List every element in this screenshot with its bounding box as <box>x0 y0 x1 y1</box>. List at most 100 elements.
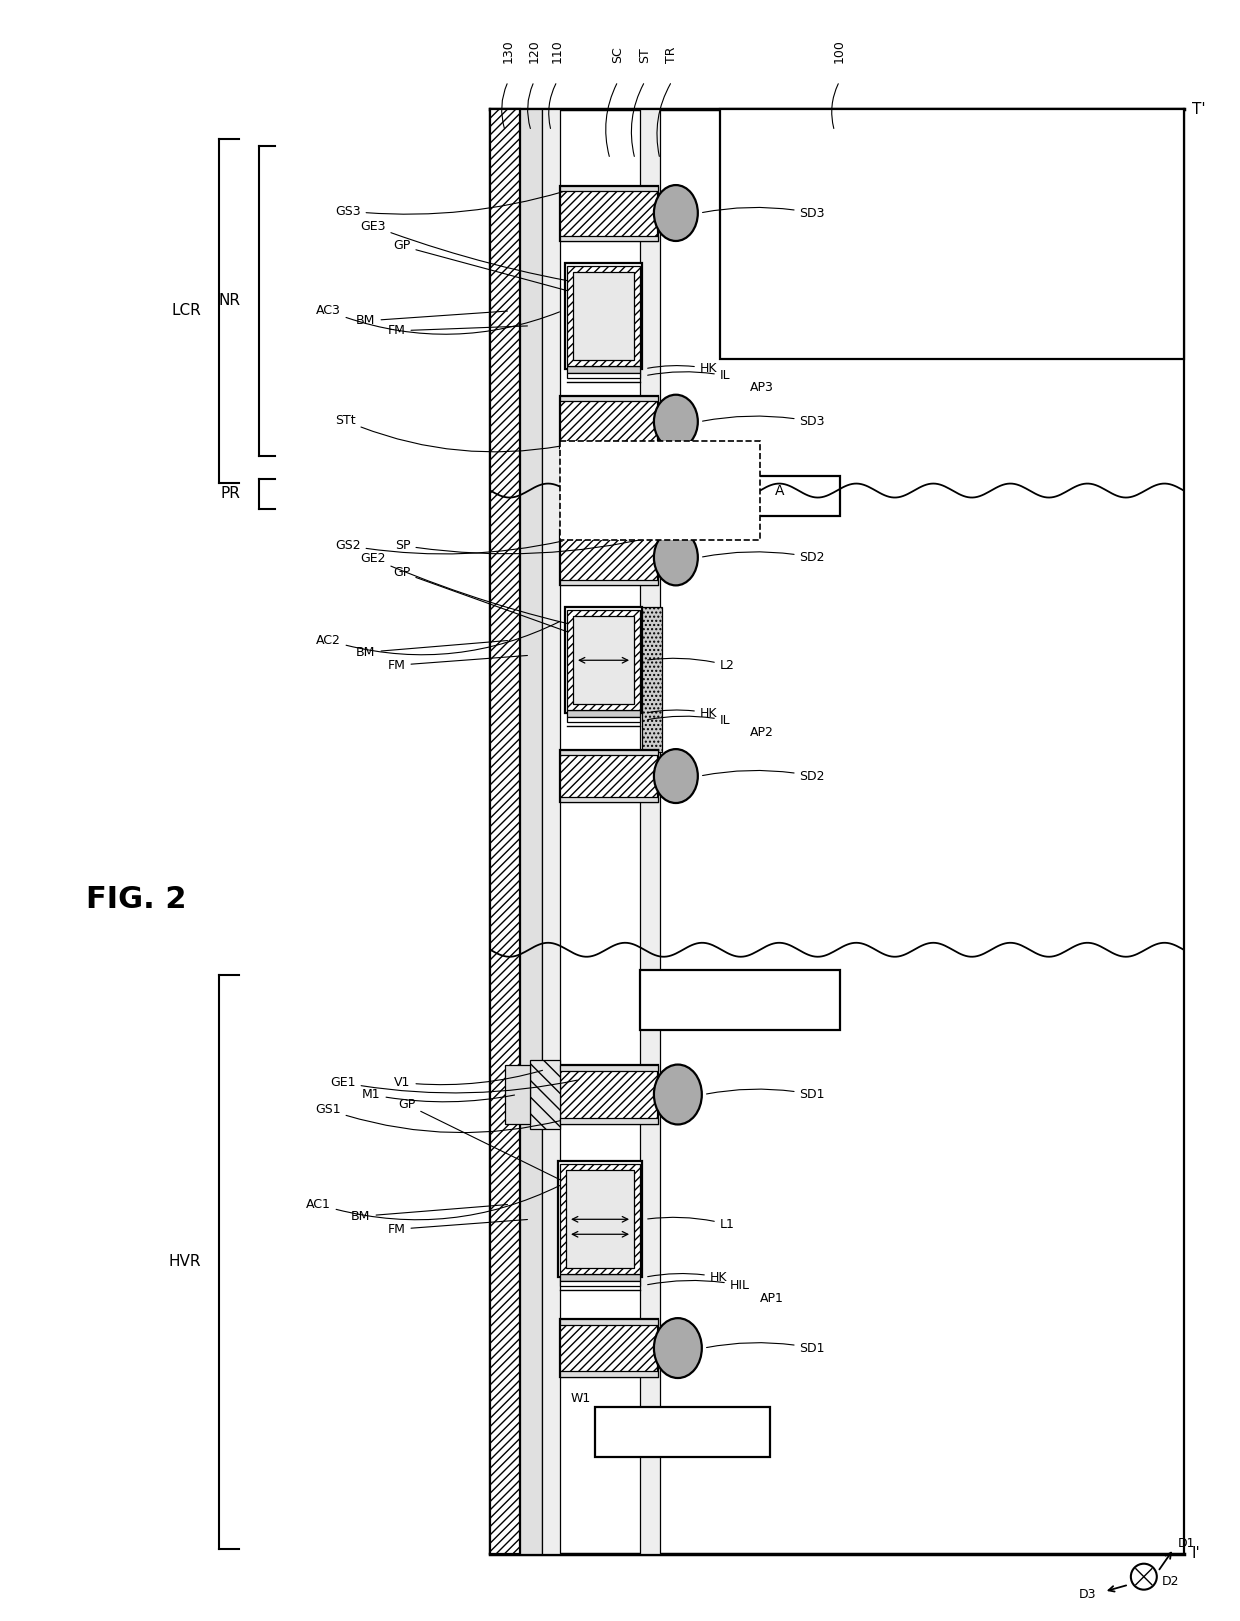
Text: T': T' <box>1192 102 1205 117</box>
Bar <box>640 109 660 1553</box>
Ellipse shape <box>653 1318 702 1378</box>
Bar <box>560 751 658 755</box>
Bar <box>642 608 662 752</box>
Bar <box>567 611 640 710</box>
Bar <box>560 1319 658 1324</box>
Text: IL: IL <box>647 713 730 726</box>
Text: AC3: AC3 <box>316 305 559 334</box>
Text: A: A <box>775 483 784 498</box>
Text: PR: PR <box>221 486 241 501</box>
Text: SD2: SD2 <box>703 770 825 783</box>
Ellipse shape <box>653 530 698 585</box>
Bar <box>567 266 640 366</box>
Bar <box>505 1065 531 1125</box>
Bar <box>573 616 634 704</box>
Bar <box>558 1161 642 1277</box>
Text: 100: 100 <box>833 39 846 63</box>
Bar <box>567 710 640 716</box>
Text: GS2: GS2 <box>335 538 563 554</box>
Text: GS3: GS3 <box>335 191 563 217</box>
Bar <box>640 969 839 1029</box>
Text: M1: M1 <box>362 1088 515 1102</box>
Bar <box>560 237 658 242</box>
Text: FM: FM <box>388 324 527 337</box>
Text: IL: IL <box>647 370 730 383</box>
Text: HK: HK <box>647 361 717 374</box>
Bar <box>560 396 658 400</box>
Bar <box>560 186 658 242</box>
Text: D3: D3 <box>1079 1589 1096 1602</box>
Text: FM: FM <box>388 655 527 671</box>
Text: W1: W1 <box>570 1392 590 1405</box>
Bar <box>560 396 658 447</box>
Text: AP2: AP2 <box>750 726 774 739</box>
Text: SD3: SD3 <box>703 415 825 428</box>
Text: GP: GP <box>398 1097 598 1198</box>
Text: L2: L2 <box>647 658 734 671</box>
Text: STt: STt <box>335 415 560 452</box>
Text: AP3: AP3 <box>750 381 774 394</box>
Text: SD2: SD2 <box>703 551 825 564</box>
Text: BM: BM <box>351 1204 507 1222</box>
Bar <box>640 475 839 515</box>
Bar <box>560 1371 658 1376</box>
Bar <box>560 798 658 802</box>
Bar <box>560 1281 640 1285</box>
Bar <box>560 580 658 585</box>
Text: SC: SC <box>611 47 625 63</box>
Text: HIL: HIL <box>647 1279 750 1292</box>
Bar <box>521 109 542 1553</box>
Bar <box>490 109 521 1553</box>
Text: GP: GP <box>393 566 603 644</box>
Text: 120: 120 <box>528 39 541 63</box>
Bar <box>560 186 658 191</box>
Bar <box>560 751 658 802</box>
Text: BM: BM <box>356 640 507 658</box>
Text: D1: D1 <box>1178 1537 1195 1550</box>
Text: HK: HK <box>647 1271 728 1284</box>
Text: V1: V1 <box>394 1070 543 1089</box>
Text: AC2: AC2 <box>316 621 559 655</box>
Text: GE3: GE3 <box>360 219 594 285</box>
Bar <box>560 530 658 535</box>
Text: D2: D2 <box>1162 1576 1179 1589</box>
Text: HVR: HVR <box>169 1255 201 1269</box>
Bar <box>542 109 560 1553</box>
Text: GS1: GS1 <box>315 1102 563 1133</box>
Text: HK: HK <box>647 707 717 720</box>
Text: BM: BM <box>356 311 507 327</box>
Bar <box>560 530 658 585</box>
Bar <box>560 1118 658 1125</box>
Text: FIG. 2: FIG. 2 <box>87 885 187 914</box>
Bar <box>560 1274 640 1281</box>
Text: SP: SP <box>396 537 657 554</box>
Bar <box>560 1065 658 1070</box>
Text: SD3: SD3 <box>703 206 825 219</box>
Bar <box>560 441 760 540</box>
Text: SD1: SD1 <box>707 1088 825 1101</box>
Text: NR: NR <box>218 293 241 308</box>
Ellipse shape <box>653 749 698 802</box>
Bar <box>567 1170 634 1268</box>
Text: L1: L1 <box>647 1217 734 1230</box>
Text: GE2: GE2 <box>360 551 594 629</box>
Text: ST: ST <box>639 47 651 63</box>
Text: GE1: GE1 <box>330 1076 578 1093</box>
Circle shape <box>1131 1564 1157 1590</box>
Bar <box>565 608 642 713</box>
Bar <box>565 263 642 368</box>
Ellipse shape <box>653 185 698 242</box>
Bar <box>560 1164 640 1274</box>
Text: FM: FM <box>388 1219 527 1235</box>
Text: W2: W2 <box>570 449 590 462</box>
Text: I': I' <box>1192 1546 1200 1561</box>
Bar <box>567 373 640 378</box>
Text: SD1: SD1 <box>707 1342 825 1355</box>
Text: GP: GP <box>393 240 603 300</box>
Bar <box>560 1319 658 1376</box>
Bar <box>560 443 658 447</box>
Ellipse shape <box>653 396 698 449</box>
Text: AC1: AC1 <box>306 1185 559 1219</box>
Bar <box>567 366 640 373</box>
Bar <box>595 1407 770 1457</box>
